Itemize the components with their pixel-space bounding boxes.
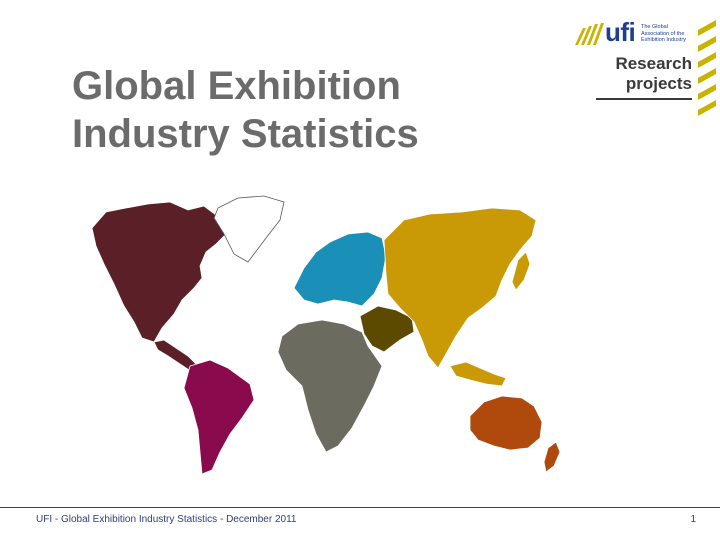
region-asia: [383, 207, 537, 369]
region-oceania: [469, 395, 543, 451]
badge-line-2: projects: [625, 74, 692, 93]
page-number: 1: [690, 514, 696, 525]
slide-title: Global Exhibition Industry Statistics: [72, 62, 512, 158]
research-projects-badge: Research projects: [596, 54, 692, 94]
region-new-zealand: [543, 441, 561, 473]
world-map: [91, 195, 561, 475]
region-south-america: [183, 359, 255, 475]
region-asia-islands: [449, 361, 507, 387]
ufi-logo-wordmark: ufi: [605, 17, 636, 47]
region-africa: [277, 319, 383, 453]
decorative-stripes: [698, 20, 716, 116]
badge-underline: [596, 98, 692, 100]
slide-title-line-1: Global Exhibition: [72, 64, 401, 108]
region-japan: [511, 251, 531, 291]
region-middle-east: [359, 305, 415, 353]
footer-text: UFI - Global Exhibition Industry Statist…: [36, 514, 297, 525]
ufi-logo-mark: [575, 23, 604, 45]
footer-divider: [0, 507, 720, 508]
ufi-logo-tagline: The Global Association of the Exhibition…: [641, 24, 686, 43]
region-north-america: [91, 201, 227, 343]
slide-title-line-2: Industry Statistics: [72, 112, 419, 156]
badge-line-1: Research: [615, 54, 692, 73]
region-europe: [293, 231, 387, 307]
region-greenland: [213, 195, 285, 263]
